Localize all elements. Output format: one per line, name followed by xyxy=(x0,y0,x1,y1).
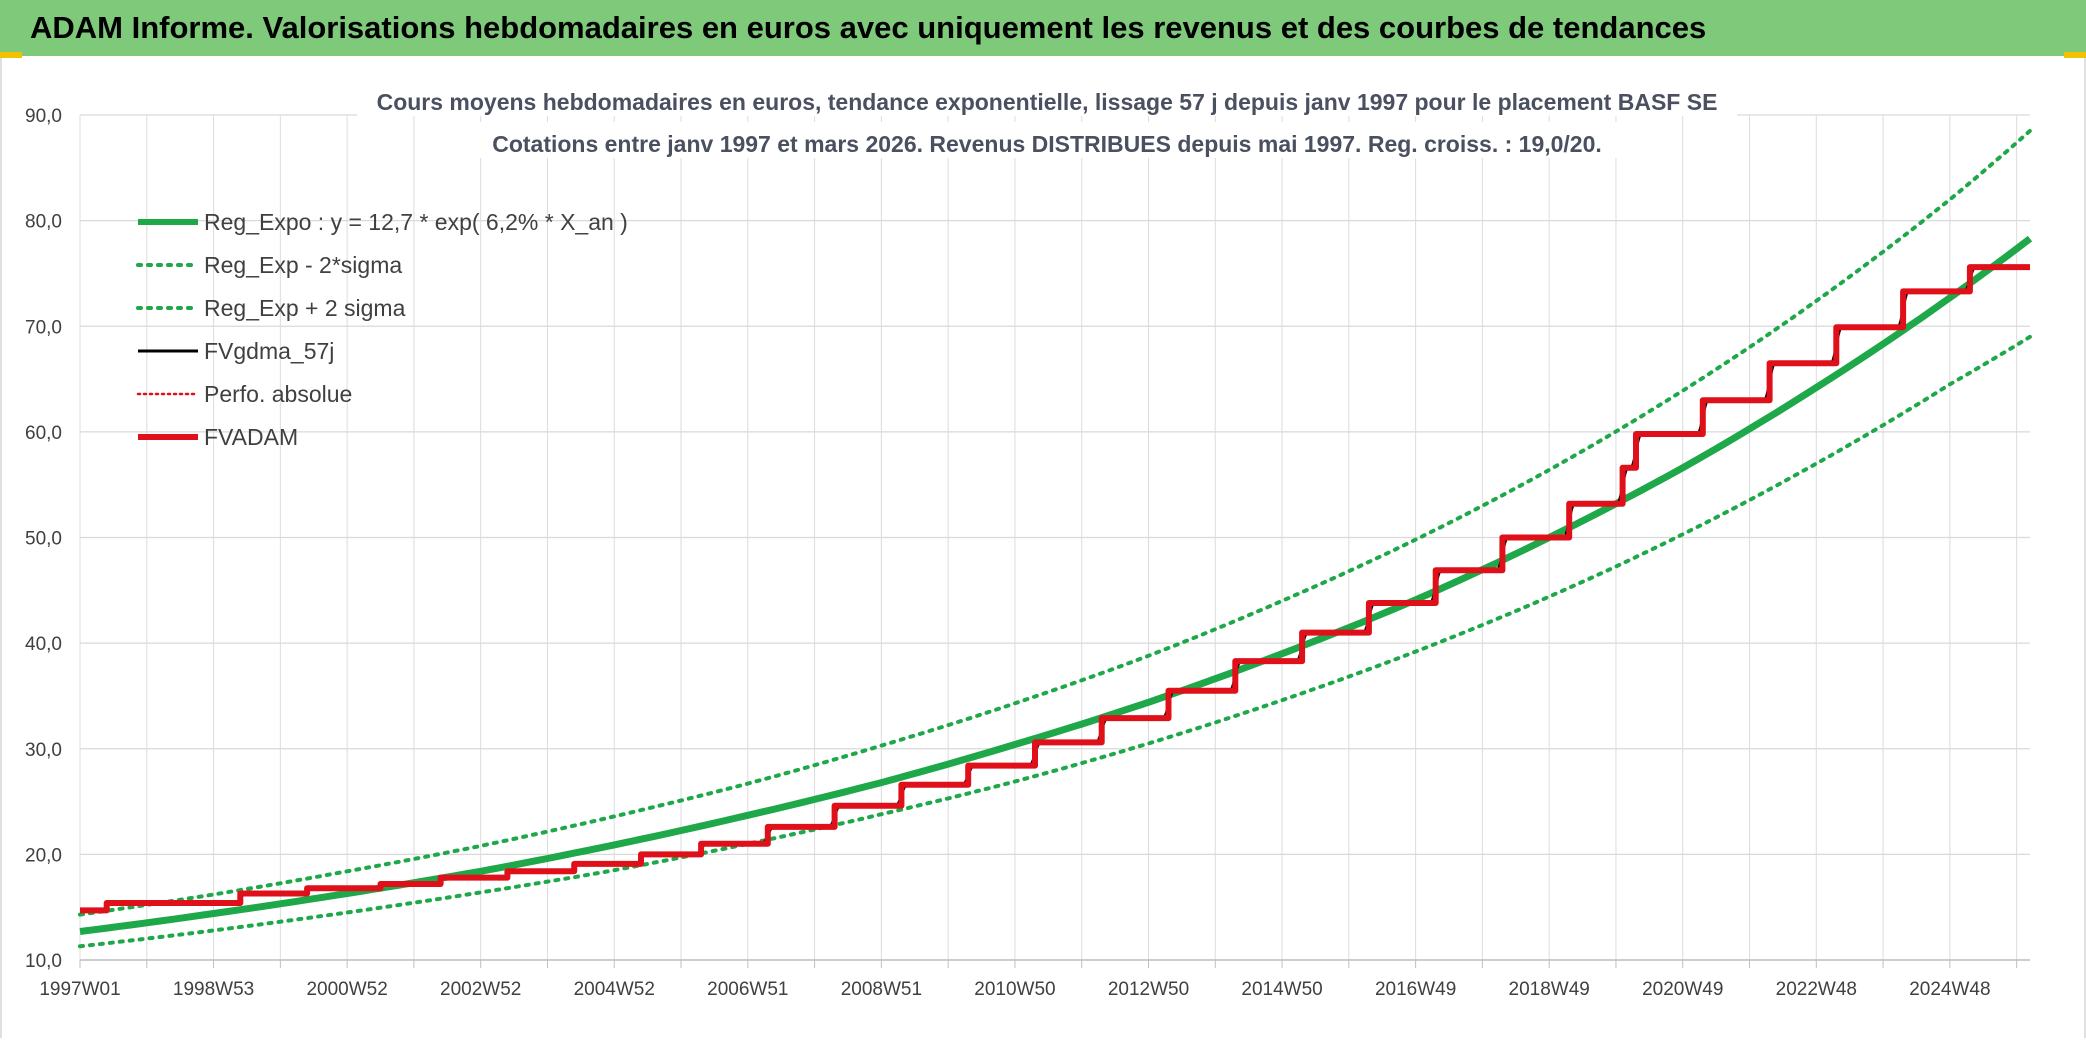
series-line-1 xyxy=(78,334,2032,949)
x-tick-label: 2024W48 xyxy=(1909,979,1990,1000)
title-background xyxy=(357,80,1737,116)
x-tick-label: 1997W01 xyxy=(39,979,120,1000)
y-tick-label: 20,0 xyxy=(25,845,62,866)
report-banner: ADAM Informe. Valorisations hebdomadaire… xyxy=(0,0,2086,58)
x-tick-label: 2018W49 xyxy=(1509,979,1590,1000)
series-line-2 xyxy=(78,128,2032,917)
y-tick-label: 70,0 xyxy=(25,317,62,338)
axes: 10,0 20,0 30,0 40,0 50,0 60,0 70,0 80,0 90,0 1997… xyxy=(25,106,2030,1000)
line-chart: 10,0 20,0 30,0 40,0 50,0 60,0 70,0 80,0 90,0 1997… xyxy=(25,80,2033,1000)
series-lines xyxy=(78,128,2033,949)
x-tick-label: 2012W50 xyxy=(1108,979,1189,1000)
y-tick-label: 40,0 xyxy=(25,634,62,655)
x-tick-label: 2008W51 xyxy=(841,979,922,1000)
chart-subtitle: Cotations entre janv 1997 et mars 2026. … xyxy=(492,131,1602,157)
x-tick-label: 2014W50 xyxy=(1241,979,1322,1000)
y-tick-label: 10,0 xyxy=(25,951,62,972)
legend-label: Reg_Expo : y = 12,7 * exp( 6,2% * X_an ) xyxy=(204,209,628,235)
x-tick-label: 1998W53 xyxy=(173,979,254,1000)
chart-title: Cours moyens hebdomadaires en euros, ten… xyxy=(377,89,1718,115)
x-tick-label: 2020W49 xyxy=(1642,979,1723,1000)
corner-marker-left xyxy=(0,52,22,58)
x-tick-label: 2002W52 xyxy=(440,979,521,1000)
y-tick-label: 30,0 xyxy=(25,740,62,761)
y-tick-label: 80,0 xyxy=(25,212,62,233)
chart-area: 10,0 20,0 30,0 40,0 50,0 60,0 70,0 80,0 90,0 1997… xyxy=(0,58,2086,1038)
y-tick-label: 50,0 xyxy=(25,529,62,550)
x-tick-label: 2010W50 xyxy=(974,979,1055,1000)
x-tick-label: 2006W51 xyxy=(707,979,788,1000)
series-line-5 xyxy=(80,264,2030,914)
x-tick-label: 2016W49 xyxy=(1375,979,1456,1000)
x-tick-label: 2022W48 xyxy=(1776,979,1857,1000)
legend-label: FVADAM xyxy=(204,424,298,450)
y-tick-label: 90,0 xyxy=(25,106,62,127)
series-line-3 xyxy=(80,265,2030,912)
x-tick-label: 2000W52 xyxy=(306,979,387,1000)
legend: Reg_Expo : y = 12,7 * exp( 6,2% * X_an )… xyxy=(136,209,628,450)
legend-label: FVgdma_57j xyxy=(204,338,334,364)
corner-marker-right xyxy=(2064,52,2086,58)
legend-label: Reg_Exp - 2*sigma xyxy=(204,252,402,278)
series-line-0 xyxy=(79,235,2033,935)
subtitle-background xyxy=(472,122,1622,158)
report-title: ADAM Informe. Valorisations hebdomadaire… xyxy=(30,10,1707,45)
legend-label: Perfo. absolue xyxy=(204,381,352,407)
legend-label: Reg_Exp + 2 sigma xyxy=(204,295,406,321)
x-tick-label: 2004W52 xyxy=(574,979,655,1000)
grid xyxy=(79,114,2030,961)
y-tick-label: 60,0 xyxy=(25,423,62,444)
